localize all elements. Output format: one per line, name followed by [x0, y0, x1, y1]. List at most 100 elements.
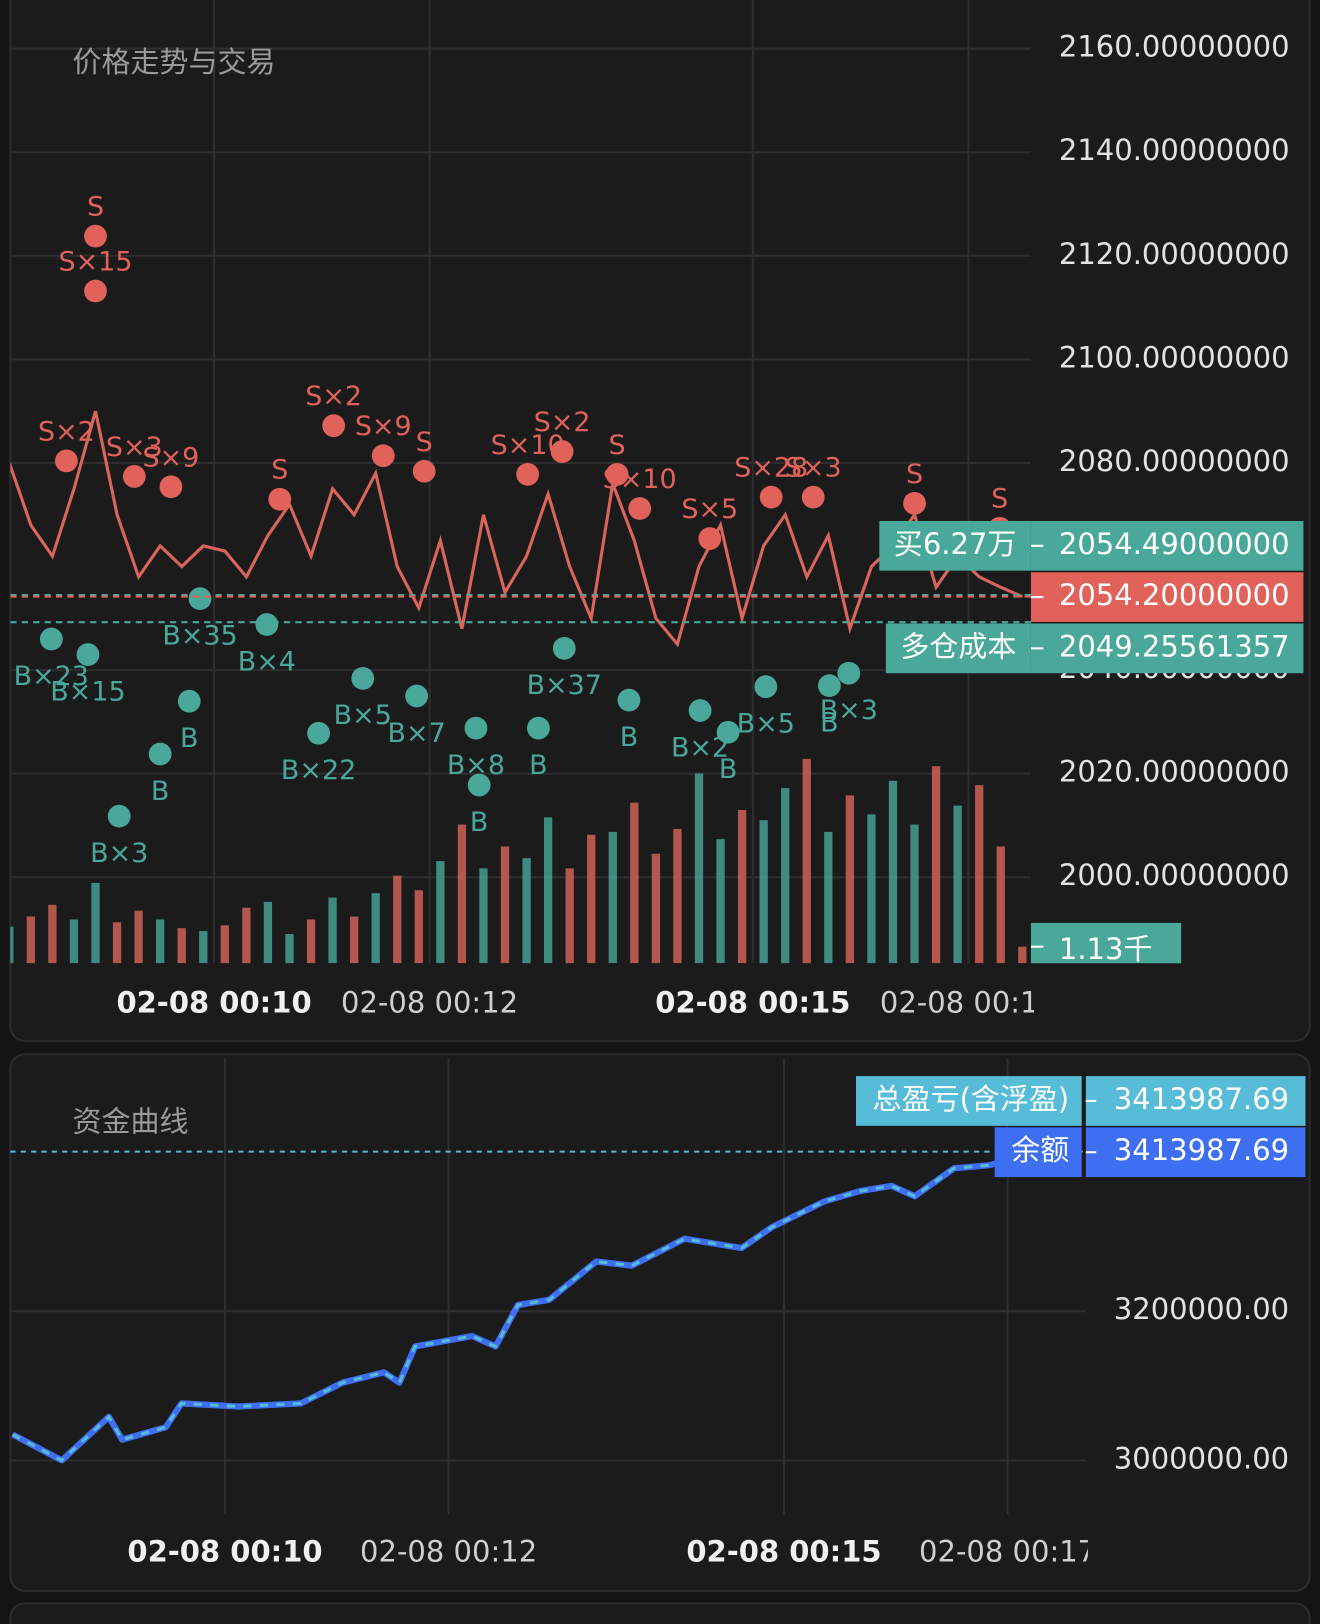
marker-label: S×5	[681, 494, 738, 525]
marker-label: S	[609, 430, 626, 461]
price-tag-box	[879, 520, 1031, 571]
price-value-label: 2054.49000000	[1059, 527, 1290, 561]
marker-label: S×28	[734, 453, 808, 484]
sell-marker	[516, 462, 540, 486]
marker-label: B×5	[737, 709, 795, 740]
buy-marker	[552, 636, 576, 660]
y-tick-label: 2120.00000000	[1059, 237, 1290, 271]
volume-bar	[759, 820, 768, 964]
volume-bar	[543, 817, 553, 964]
volume-bar	[716, 839, 725, 964]
y-tick-label: 2140.00000000	[1059, 133, 1290, 167]
volume-bar	[436, 861, 445, 964]
panel-title: 资金曲线	[73, 1105, 189, 1139]
marker-label: B×3	[90, 838, 148, 869]
volume-bar	[931, 766, 941, 964]
price-value-box	[1030, 623, 1304, 674]
buy-marker	[837, 661, 861, 685]
y-tick-label: 2100.00000000	[1059, 340, 1290, 374]
y-tick-label: 3000000.00	[1114, 1441, 1289, 1475]
marker-label: B×2	[671, 732, 729, 763]
legend-box	[856, 1076, 1082, 1126]
x-tick-label: 02-08 00:15	[655, 986, 850, 1020]
volume-bar	[69, 919, 79, 964]
marker-label: S×15	[59, 247, 133, 278]
sell-marker	[371, 444, 395, 468]
marker-label: S	[906, 459, 923, 490]
buy-marker	[188, 587, 212, 611]
panel-title: 价格走势与交易	[73, 45, 276, 79]
buy-marker	[464, 716, 488, 740]
volume-bar	[328, 897, 337, 964]
buy-marker	[307, 721, 330, 745]
marker-label: B×23	[14, 661, 89, 692]
volume-bar	[694, 773, 704, 964]
y-tick-label: 2080.00000000	[1059, 444, 1290, 478]
marker-label: S	[87, 192, 104, 223]
series-line	[11, 1150, 1038, 1463]
marker-label: B×37	[527, 670, 602, 701]
group	[11, 1148, 1038, 1464]
marker-label: B	[151, 776, 169, 807]
y-tick-label: 2020.00000000	[1059, 755, 1290, 789]
volume-bar	[673, 828, 682, 964]
volume-bar	[1018, 946, 1027, 964]
legend-label: 总盈亏(含浮盈)	[873, 1082, 1070, 1116]
volume-bar	[953, 805, 962, 964]
buy-marker	[617, 688, 641, 712]
group: 02-08 00:10 02-08 00:12 02-08 00:15 02-08 0…	[116, 986, 1034, 1020]
sell-marker	[268, 487, 292, 511]
volume-bar	[349, 916, 359, 964]
buy-marker	[76, 643, 100, 666]
sell-marker	[412, 459, 436, 483]
price-tag-box	[885, 623, 1031, 674]
buy-marker	[351, 667, 375, 690]
marker-label: B×4	[238, 646, 296, 677]
x-tick-label: 02-08 00:10	[116, 986, 311, 1020]
volume-bar	[177, 928, 186, 964]
sell-marker	[159, 475, 183, 499]
sell-marker	[122, 465, 146, 488]
volume-bar	[10, 926, 14, 964]
volume-bar	[134, 910, 143, 964]
volume-bar	[975, 785, 984, 964]
volume-label: 1.13千	[1059, 932, 1153, 966]
volume-bar	[199, 931, 208, 964]
buy-marker	[716, 720, 740, 744]
volume-bar	[306, 919, 316, 964]
price-value-box	[1030, 572, 1304, 622]
volume-bar	[414, 890, 423, 964]
value-box	[1085, 1076, 1306, 1126]
buy-marker	[467, 773, 491, 797]
volume-bar	[220, 925, 229, 964]
volume-bar	[522, 858, 531, 964]
marker-label: S	[416, 427, 433, 458]
volume-bar	[393, 875, 402, 964]
volume-bar	[802, 758, 811, 964]
group: 02-08 00:10 02-08 00:12 02-08 00:15 02-08 0…	[127, 1535, 1087, 1569]
buy-marker	[255, 613, 279, 636]
volume-bar	[156, 919, 165, 964]
marker-label: S×10	[603, 464, 677, 495]
volume-bar	[996, 846, 1005, 964]
sell-marker	[698, 527, 722, 550]
marker-label: B×15	[50, 676, 125, 707]
volume-bar	[457, 824, 467, 964]
volume-bar	[910, 824, 919, 964]
price-value-label: 2049.25561357	[1059, 629, 1290, 663]
marker-label: S×2	[305, 381, 362, 412]
sell-marker	[903, 491, 926, 515]
volume-bar	[845, 795, 855, 964]
marker-label: S×3	[785, 453, 842, 484]
sell-marker	[801, 485, 825, 509]
price-panel	[9, 0, 1311, 1042]
marker-label: S	[991, 484, 1008, 515]
buy-marker	[405, 684, 429, 708]
volume-bar	[587, 834, 596, 964]
volume-bar	[867, 814, 876, 964]
marker-label: B×8	[447, 750, 505, 781]
x-tick-label: 02-08 00:12	[341, 986, 518, 1020]
